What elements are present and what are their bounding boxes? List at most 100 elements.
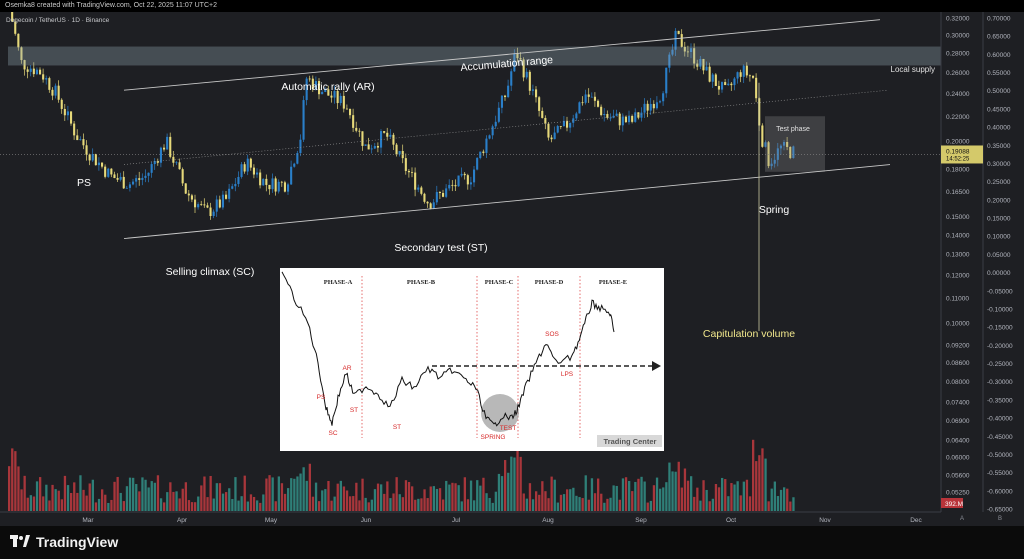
- candle-body: [361, 131, 364, 146]
- volume-bar: [575, 495, 578, 511]
- volume-bar: [107, 502, 110, 511]
- candle-body: [280, 181, 283, 183]
- volume-bar: [370, 499, 373, 511]
- time-tick-label: Apr: [177, 517, 188, 524]
- volume-bar: [221, 493, 225, 511]
- volume-bar: [88, 483, 91, 511]
- volume-bar: [20, 489, 23, 511]
- volume-bar: [674, 471, 677, 511]
- candle-body: [677, 30, 680, 35]
- candle-body: [296, 153, 299, 164]
- volume-bar: [116, 476, 119, 511]
- candle-body: [494, 121, 497, 127]
- candle-body: [249, 158, 252, 168]
- percent-tick-label: -0.25000: [987, 361, 1013, 368]
- schematic-label-sos: SOS: [545, 331, 559, 338]
- tradingview-logo-icon[interactable]: [10, 535, 30, 549]
- axis-corner-b: B: [998, 516, 1002, 522]
- annotation-spring: Spring: [759, 204, 790, 216]
- volume-bar: [218, 483, 222, 511]
- volume-bar: [547, 498, 550, 511]
- candle-body: [457, 175, 460, 187]
- volume-bar: [203, 476, 206, 511]
- volume-bar: [609, 497, 612, 511]
- candle-body: [156, 160, 159, 163]
- time-tick-label: Jun: [361, 517, 372, 524]
- volume-bar: [125, 486, 129, 511]
- candle-body: [479, 151, 482, 159]
- candle-body: [54, 85, 57, 96]
- candle-body: [330, 95, 333, 98]
- channel-upper-line: [123, 19, 881, 91]
- candle-body: [404, 158, 407, 171]
- volume-bar: [758, 455, 761, 511]
- volume-bar: [194, 502, 197, 511]
- chart-pane[interactable]: Dogecoin / TetherUS · 1D · Binance PS Sell…: [0, 12, 1024, 526]
- candle-body: [302, 100, 305, 140]
- schematic-label-ar: AR: [342, 365, 351, 372]
- candle-body: [265, 178, 268, 185]
- candle-body: [516, 53, 519, 59]
- volume-bar: [215, 483, 218, 511]
- volume-bar: [414, 499, 417, 511]
- tradingview-brand[interactable]: TradingView: [36, 534, 119, 550]
- volume-bar: [8, 466, 11, 511]
- price-tick-label: 0.09200: [946, 342, 970, 349]
- candle-body: [113, 174, 116, 179]
- volume-bar: [469, 480, 473, 511]
- volume-bar: [35, 481, 39, 511]
- volume-bar: [249, 494, 253, 511]
- volume-bar: [767, 501, 770, 511]
- schematic-label-ps: PS: [317, 394, 326, 401]
- candle-body: [559, 126, 562, 127]
- volume-bar: [163, 502, 166, 511]
- volume-bar: [525, 498, 528, 511]
- volume-bar: [85, 495, 88, 511]
- schematic-label-spring: SPRING: [481, 434, 506, 441]
- candle-body: [538, 97, 541, 111]
- volume-bar: [57, 490, 60, 511]
- candle-body: [442, 193, 445, 197]
- candle-body: [308, 78, 311, 80]
- percent-tick-label: 0.30000: [987, 161, 1011, 168]
- candle-body: [119, 176, 122, 180]
- candle-body: [699, 59, 702, 67]
- candle-body: [373, 146, 376, 149]
- volume-bar: [172, 491, 175, 511]
- volume-bar: [113, 481, 116, 511]
- candle-body: [79, 139, 82, 141]
- price-tick-label: 0.10000: [946, 320, 970, 327]
- candle-body: [491, 126, 494, 136]
- chart-header: Osemka8 created with TradingView.com, Oc…: [0, 0, 1024, 12]
- volume-bar: [76, 492, 79, 511]
- volume-bar: [528, 483, 532, 511]
- candle-body: [392, 134, 395, 145]
- percent-tick-label: 0.10000: [987, 234, 1011, 241]
- volume-bar: [721, 477, 724, 511]
- candle-body: [578, 102, 581, 114]
- price-chart[interactable]: Dogecoin / TetherUS · 1D · Binance PS Sell…: [0, 12, 1024, 526]
- candle-body: [66, 111, 69, 116]
- volume-bar: [755, 461, 758, 511]
- candle-body: [426, 201, 429, 204]
- volume-bar: [305, 480, 308, 511]
- candle-body: [432, 202, 435, 209]
- volume-bar: [724, 479, 727, 511]
- candle-body: [203, 204, 206, 206]
- volume-bar: [562, 494, 566, 511]
- candle-body: [172, 156, 175, 163]
- volume-bar: [544, 491, 547, 511]
- candle-body: [63, 108, 66, 116]
- price-tick-label: 0.05250: [946, 489, 970, 496]
- candle-body: [665, 67, 668, 94]
- volume-bar: [770, 488, 773, 511]
- volume-bar: [156, 475, 160, 511]
- candle-body: [101, 162, 104, 167]
- volume-bar: [401, 497, 404, 511]
- phase-label: PHASE-C: [485, 279, 514, 286]
- candle-body: [631, 116, 634, 122]
- volume-bar: [225, 492, 228, 511]
- volume-bar: [624, 477, 628, 511]
- volume-bar: [178, 498, 181, 511]
- candle-body: [786, 142, 789, 147]
